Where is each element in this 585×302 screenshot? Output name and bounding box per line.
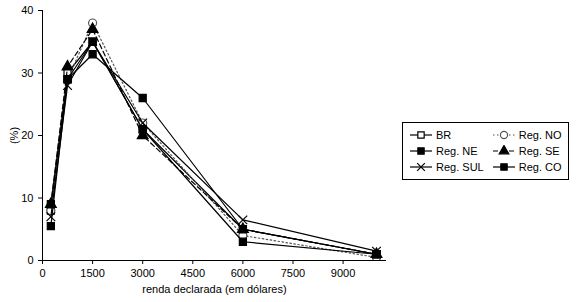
- html-text:Reg. SE: Reg. SE: [518, 145, 560, 157]
- html-text:Reg. NE: Reg. NE: [436, 145, 478, 157]
- svg-text:7500: 7500: [281, 267, 305, 279]
- svg-text:20: 20: [21, 129, 33, 141]
- svg-text:0: 0: [27, 254, 33, 266]
- svg-text:40: 40: [21, 4, 33, 16]
- svg-text:30: 30: [21, 67, 33, 79]
- svg-text:10: 10: [21, 192, 33, 204]
- svg-text:9000: 9000: [331, 267, 355, 279]
- html-text:BR: BR: [436, 129, 452, 141]
- svg-text:4500: 4500: [181, 267, 205, 279]
- svg-text:(%): (%): [8, 127, 20, 144]
- html-text:Reg. SUL: Reg. SUL: [436, 161, 484, 173]
- svg-text:0: 0: [39, 267, 45, 279]
- svg-text:renda declarada (em dólares): renda declarada (em dólares): [142, 283, 286, 295]
- html-text:Reg. CO: Reg. CO: [518, 161, 562, 173]
- svg-text:3000: 3000: [130, 267, 154, 279]
- svg-text:1500: 1500: [80, 267, 104, 279]
- svg-text:6000: 6000: [231, 267, 255, 279]
- html-text:Reg. NO: Reg. NO: [518, 129, 562, 141]
